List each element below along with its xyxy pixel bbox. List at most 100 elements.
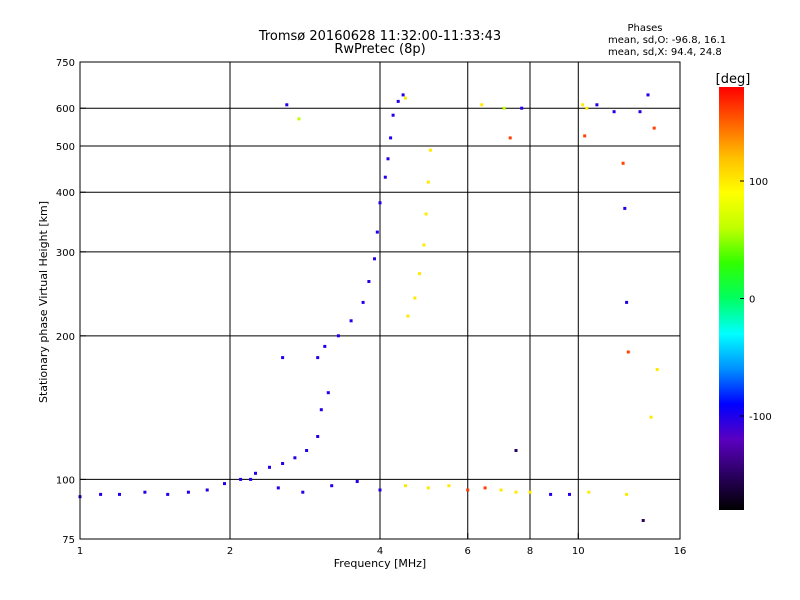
data-point [223, 482, 226, 486]
x-axis: 1 2 4 6 8 10 16 [77, 533, 687, 557]
data-point [285, 103, 289, 107]
colorbar-tick-label: 100 [749, 177, 768, 188]
data-point [428, 148, 432, 152]
data-point [406, 314, 410, 318]
data-point [625, 300, 629, 304]
data-point [652, 126, 656, 130]
data-point [401, 93, 405, 97]
data-point [268, 465, 271, 469]
data-point [587, 490, 591, 494]
data-point [383, 175, 387, 179]
data-point [655, 368, 659, 371]
data-point [422, 243, 426, 247]
y-tick-label: 200 [56, 332, 75, 343]
x-tick-label: 1 [77, 546, 83, 557]
x-tick-label: 6 [465, 546, 471, 557]
data-point [391, 113, 395, 117]
data-point [249, 477, 253, 481]
y-tick-label: 400 [56, 188, 75, 199]
colorbar-label: [deg] [716, 72, 751, 87]
data-point [186, 490, 190, 494]
data-point [426, 180, 430, 184]
data-point [585, 106, 589, 110]
x-tick-label: 16 [674, 546, 687, 557]
data-point [483, 486, 487, 490]
data-point [326, 391, 330, 395]
data-point [568, 492, 571, 496]
data-point [581, 103, 585, 107]
data-point [480, 103, 484, 107]
data-point [514, 490, 518, 494]
data-point [508, 136, 512, 140]
data-point [418, 272, 421, 276]
colorbar-tick-label: 0 [749, 295, 755, 306]
data-point [583, 134, 587, 138]
data-point [254, 471, 257, 475]
y-tick-label: 300 [56, 248, 75, 259]
data-point [316, 435, 320, 438]
data-point [623, 206, 627, 210]
data-point [621, 161, 625, 165]
phases-x-stats: mean, sd,X: 94.4, 24.8 [608, 47, 722, 58]
grid-lines [80, 62, 680, 539]
data-point [514, 449, 518, 452]
y-axis-label: Stationary phase Virtual Height [km] [37, 201, 50, 403]
data-point [281, 356, 285, 360]
data-point [330, 484, 334, 488]
data-point [638, 110, 642, 114]
data-point [336, 334, 340, 338]
data-point [502, 106, 506, 110]
colorbar [719, 87, 744, 510]
data-point [118, 492, 121, 496]
data-point [301, 490, 305, 494]
data-point [424, 212, 428, 216]
x-tick-label: 2 [227, 546, 233, 557]
data-point [447, 484, 451, 488]
data-point [276, 486, 280, 490]
x-tick-label: 8 [527, 546, 533, 557]
y-tick-label: 75 [62, 535, 75, 546]
data-point [367, 280, 371, 283]
y-tick-label: 600 [56, 104, 75, 115]
data-point [396, 99, 400, 103]
data-point [386, 157, 390, 161]
phases-o-stats: mean, sd,O: -96.8, 16.1 [608, 35, 726, 46]
data-point [316, 356, 320, 360]
data-point [466, 488, 470, 492]
data-point [373, 257, 376, 261]
data-point [499, 488, 503, 492]
data-points [78, 93, 659, 522]
data-point [378, 201, 382, 205]
data-point [413, 296, 417, 300]
data-point [99, 492, 103, 496]
data-point [404, 96, 407, 100]
x-axis-label: Frequency [MHz] [334, 557, 426, 570]
data-point [595, 103, 599, 107]
y-tick-label: 750 [56, 58, 75, 69]
data-point [520, 106, 524, 110]
data-point [528, 490, 532, 494]
data-point [389, 136, 393, 140]
data-point [319, 408, 323, 412]
data-point [426, 486, 430, 490]
data-point [625, 492, 629, 496]
phases-header: Phases [627, 23, 662, 34]
data-point [239, 477, 243, 481]
data-point [612, 110, 616, 114]
data-point [355, 480, 359, 483]
data-point [293, 456, 297, 460]
data-point [166, 492, 170, 496]
data-point [641, 519, 645, 522]
y-axis: 75 100 200 300 400 500 600 750 [56, 58, 86, 546]
chart-subtitle: RwPretec (8p) [334, 42, 425, 57]
colorbar-ticks: 100 0 -100 [740, 177, 772, 423]
chart-title: Tromsø 20160628 11:32:00-11:33:43 [258, 29, 501, 44]
data-point [375, 230, 379, 234]
y-tick-label: 100 [56, 475, 75, 486]
colorbar-tick-label: -100 [749, 412, 772, 423]
x-tick-label: 10 [572, 546, 585, 557]
data-point [646, 93, 650, 97]
data-point [361, 300, 365, 304]
data-point [305, 449, 309, 452]
